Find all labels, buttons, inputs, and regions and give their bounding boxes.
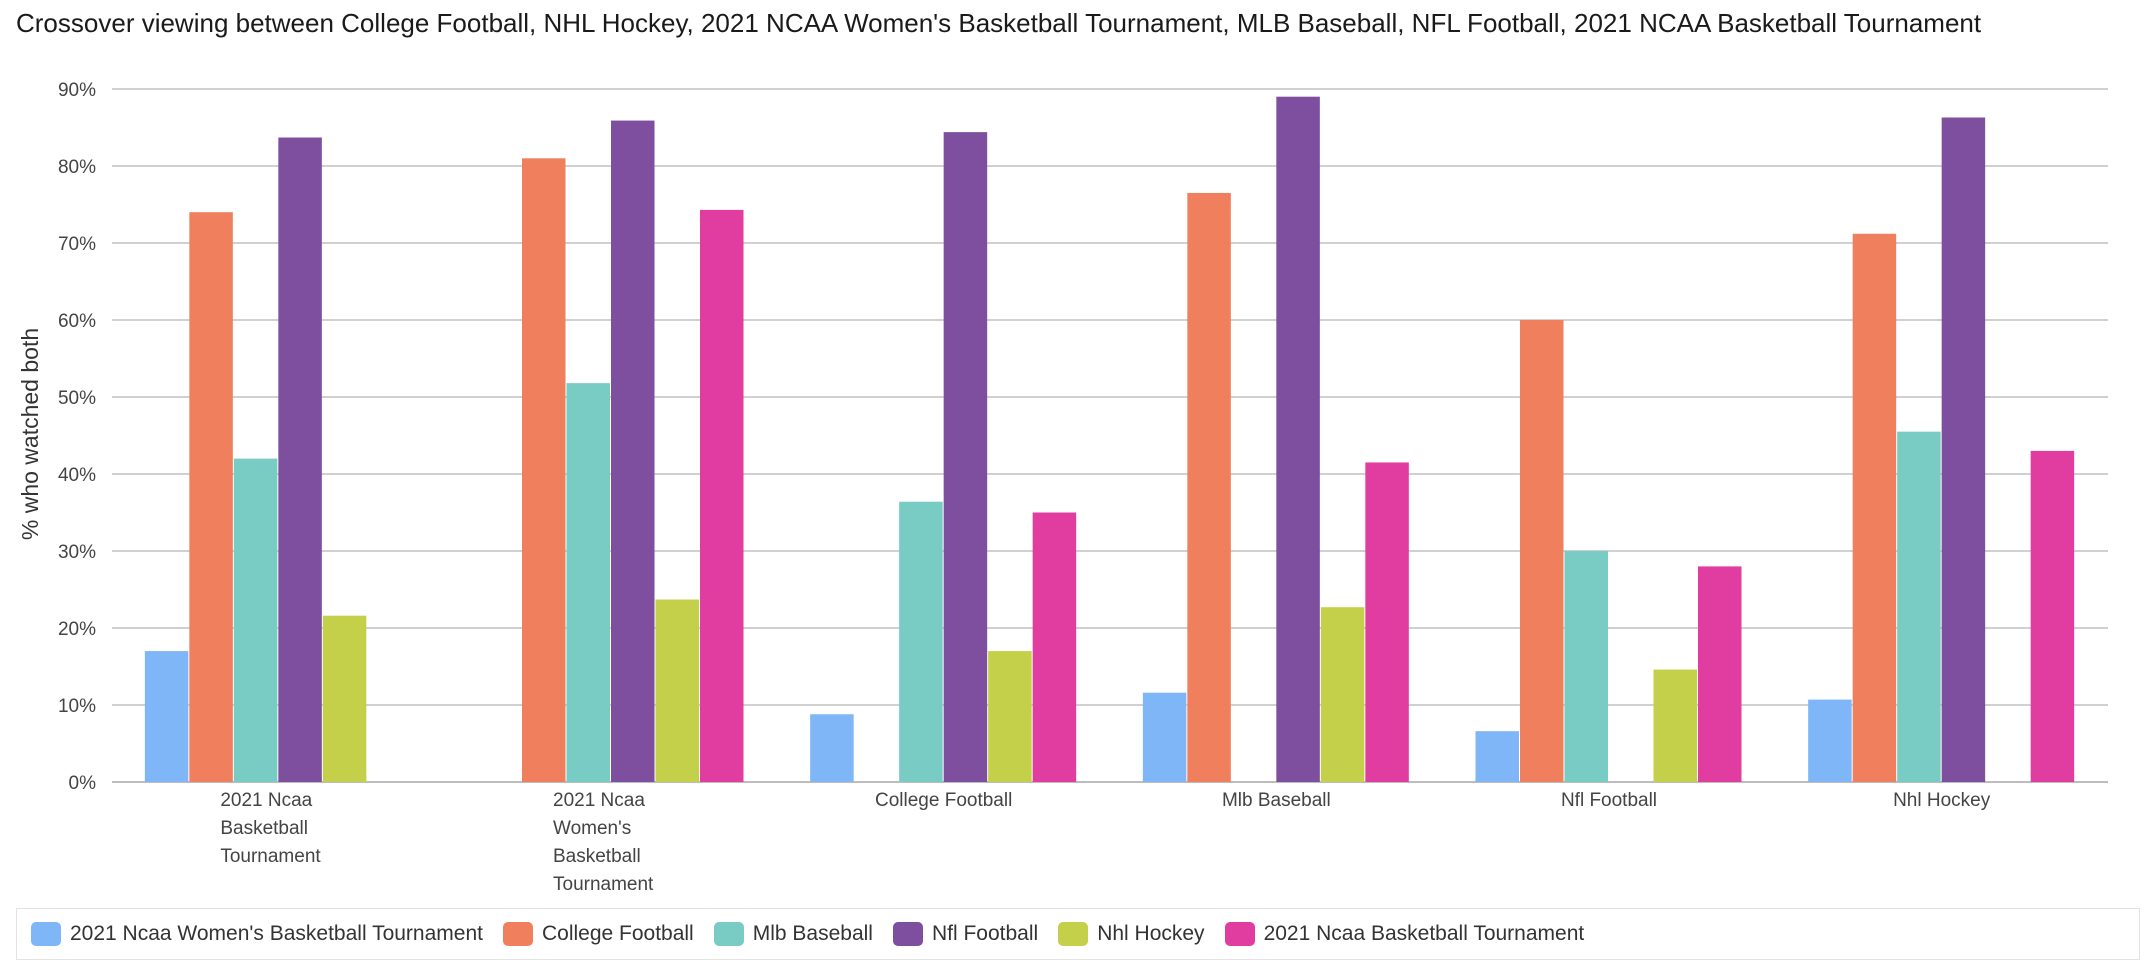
x-tick-label-line: Basketball [553,846,641,867]
x-tick-label-line: 2021 Ncaa [220,790,312,811]
chart-title: Crossover viewing between College Footba… [16,8,1982,38]
bar[interactable] [278,137,322,782]
bar[interactable] [322,615,367,782]
y-tick-label: 10% [58,696,96,717]
bar[interactable] [2030,450,2075,782]
x-tick-label-line: Nhl Hockey [1893,790,1991,811]
legend-item[interactable]: Nhl Hockey [1058,922,1205,946]
bar[interactable] [1032,512,1077,783]
x-tick-label-line: Mlb Baseball [1222,790,1331,811]
legend-item[interactable]: College Football [502,922,694,946]
bar[interactable] [1276,96,1320,782]
bar[interactable] [1808,699,1852,782]
legend-item[interactable]: 2021 Ncaa Basketball Tournament [1224,922,1585,946]
bar[interactable] [1653,669,1698,782]
x-axis-ticks: 2021 Ncaa Basketball Tournament 2021 Ncaa Wo… [220,790,1990,895]
legend-label: Nfl Football [931,922,1039,945]
legend-item[interactable]: Mlb Baseball [713,922,873,946]
x-tick-label: 2021 Ncaa Women's Basketball Tournament [553,790,654,895]
x-tick-label: 2021 Ncaa Basketball Tournament [220,790,321,867]
bar[interactable] [1564,551,1609,782]
legend-swatch [502,922,533,946]
bar[interactable] [1475,731,1520,782]
bar[interactable] [1852,233,1897,782]
legend: 2021 Ncaa Women's Basketball Tournament C… [16,908,2140,960]
y-tick-label: 40% [58,465,96,486]
bar[interactable] [700,209,744,782]
bars [144,96,2075,783]
y-tick-label: 50% [58,388,96,409]
legend-label: 2021 Ncaa Basketball Tournament [1263,922,1585,945]
bar[interactable] [566,383,611,782]
bar[interactable] [810,714,854,782]
y-tick-label: 20% [58,619,96,640]
gridlines [112,88,2108,783]
bar[interactable] [988,651,1032,782]
bar[interactable] [611,120,655,782]
bar[interactable] [189,212,233,782]
legend-swatch [1058,922,1089,946]
bar[interactable] [1698,566,1742,782]
bar[interactable] [1365,462,1409,782]
legend-item[interactable]: Nfl Football [892,922,1039,946]
bar[interactable] [899,501,943,782]
bar[interactable] [1142,692,1187,782]
bar[interactable] [144,651,189,782]
x-tick-label: Nhl Hockey [1893,790,1991,811]
legend-swatch [1224,922,1255,946]
bar[interactable] [1320,607,1365,782]
bar-chart: 0% 10% 20% 30% 40% 50% 60% 70% 80% 90% 2021 Ncaa B… [17,80,2108,895]
x-tick-label-line: College Football [875,790,1012,811]
bar[interactable] [522,158,566,783]
y-tick-label: 70% [58,234,96,255]
y-axis-label: % who watched both [17,328,43,540]
legend-swatch [713,922,744,946]
legend-label: 2021 Ncaa Women's Basketball Tournament [70,922,483,945]
legend-item[interactable]: 2021 Ncaa Women's Basketball Tournament [31,922,483,946]
x-tick-label: Nfl Football [1561,790,1657,811]
y-tick-label: 80% [58,157,96,178]
x-tick-label-line: Nfl Football [1561,790,1657,811]
y-tick-label: 0% [69,773,97,794]
legend-label: Mlb Baseball [752,922,873,945]
y-axis-ticks: 0% 10% 20% 30% 40% 50% 60% 70% 80% 90% [58,80,96,794]
y-tick-label: 90% [58,80,96,101]
bar[interactable] [1520,320,1564,782]
bar[interactable] [655,599,700,782]
x-tick-label: College Football [875,790,1012,811]
x-tick-label: Mlb Baseball [1222,790,1331,811]
x-tick-label-line: Basketball [220,818,308,839]
bar[interactable] [233,458,278,782]
bar[interactable] [1187,192,1231,782]
bar[interactable] [1897,431,1941,782]
x-tick-label-line: 2021 Ncaa [553,790,645,811]
y-tick-label: 30% [58,542,96,563]
legend-swatch [892,922,923,946]
bar[interactable] [943,132,988,782]
bar[interactable] [1941,117,1986,783]
x-tick-label-line: Tournament [553,874,654,895]
x-tick-label-line: Women's [553,818,631,839]
legend-swatch [31,922,61,946]
y-tick-label: 60% [58,311,96,332]
x-tick-label-line: Tournament [220,846,321,867]
legend-label: College Football [541,922,694,945]
legend-label: Nhl Hockey [1097,922,1205,945]
